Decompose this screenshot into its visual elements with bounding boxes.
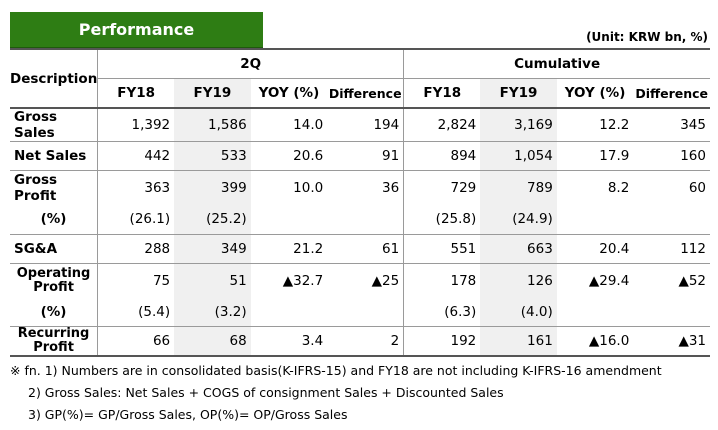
col-header: YOY (%) [250, 78, 328, 109]
cell: 363 [144, 179, 171, 196]
cell: 192 [403, 326, 481, 357]
cell [250, 297, 328, 327]
cell: 61 [327, 234, 405, 264]
footnotes: ※ fn. 1) Numbers are in consolidated bas… [10, 360, 662, 426]
cell: (24.9) [480, 204, 557, 235]
cell: 178 [450, 272, 477, 289]
footnote: 3) GP(%)= GP/Gross Sales, OP(%)= OP/Gros… [28, 407, 348, 422]
cell: 14.0 [250, 108, 328, 142]
cell: 126 [480, 263, 557, 298]
group-cumulative-header: Cumulative [403, 48, 710, 79]
cell: 2 [327, 326, 405, 357]
table-row: Gross Sales 1,392 1,586 14.0 194 2,824 3… [10, 108, 710, 142]
cell: 1,392 [97, 108, 175, 142]
cell: 51 [174, 263, 251, 298]
table-row: SG&A 288 349 21.2 61 551 663 20.4 112 [10, 234, 710, 264]
row-label: Net Sales [10, 141, 99, 171]
cell: 1,586 [174, 108, 251, 142]
cell: 68 [174, 326, 251, 357]
table-row: Recurring Profit 66 68 3.4 2 192 161 ▲16… [10, 326, 710, 357]
table-row: Operating Profit 75 51 ▲32.7 ▲25 178 126… [10, 263, 710, 298]
table-row: Net Sales 442 533 20.6 91 894 1,054 17.9… [10, 141, 710, 171]
cell: ▲25 [327, 263, 405, 298]
cell: (25.2) [174, 204, 251, 235]
performance-table: Description 2Q Cumulative FY18 FY19 YOY … [10, 48, 710, 357]
cell: ▲52 [678, 272, 706, 289]
cell: ▲16.0 [556, 326, 634, 357]
col-header: YOY (%) [556, 78, 634, 109]
cell: 10.0 [293, 179, 324, 196]
cell: 533 [174, 141, 251, 171]
cell: 399 [174, 170, 251, 205]
group-2q-header: 2Q [97, 48, 405, 79]
cell: 663 [480, 234, 557, 264]
cell [327, 297, 405, 327]
cell: 60 [688, 179, 706, 196]
page-title: Performance [10, 12, 263, 49]
footnote: ※ fn. 1) Numbers are in consolidated bas… [10, 363, 662, 378]
table-row: (%) (26.1) (25.2) (25.8) (24.9) [10, 204, 710, 235]
cell: (3.2) [174, 297, 251, 327]
cell: 442 [97, 141, 175, 171]
cell: 3.4 [250, 326, 328, 357]
col-header: Difference [633, 78, 710, 109]
cell: 66 [97, 326, 175, 357]
cell: 161 [480, 326, 557, 357]
cell: (4.0) [480, 297, 557, 327]
cell: (6.3) [403, 297, 481, 327]
row-label: (%) [10, 297, 99, 327]
cell: 1,054 [480, 141, 557, 171]
cell [633, 204, 710, 235]
cell: 20.6 [250, 141, 328, 171]
cell [327, 204, 405, 235]
unit-label: (Unit: KRW bn, %) [586, 30, 708, 44]
table-row: (%) (5.4) (3.2) (6.3) (4.0) [10, 297, 710, 327]
cell: 160 [633, 141, 710, 171]
cell [633, 297, 710, 327]
cell: 20.4 [556, 234, 634, 264]
cell: 21.2 [250, 234, 328, 264]
cell: 288 [97, 234, 175, 264]
cell: 349 [174, 234, 251, 264]
cell: 789 [480, 170, 557, 205]
col-header: FY19 [174, 78, 251, 109]
cell: 729 [450, 179, 477, 196]
cell: 3,169 [480, 108, 557, 142]
description-header: Description [10, 48, 99, 109]
cell: (25.8) [403, 204, 481, 235]
cell: ▲32.7 [282, 272, 324, 289]
cell [556, 204, 634, 235]
cell: 2,824 [403, 108, 481, 142]
cell: 75 [152, 272, 171, 289]
row-label: (%) [10, 204, 99, 235]
row-label: Gross Sales [10, 108, 99, 142]
cell [250, 204, 328, 235]
footnote: 2) Gross Sales: Net Sales + COGS of cons… [28, 385, 504, 400]
cell: ▲29.4 [588, 272, 630, 289]
col-header: Difference [327, 78, 405, 109]
cell [556, 297, 634, 327]
row-label: SG&A [10, 234, 99, 264]
cell: ▲31 [633, 326, 710, 357]
cell: 17.9 [556, 141, 634, 171]
row-label: Operating Profit [10, 263, 99, 298]
row-label: Recurring Profit [10, 326, 99, 357]
cell: (5.4) [97, 297, 175, 327]
cell: 112 [633, 234, 710, 264]
cell: 551 [403, 234, 481, 264]
col-header: FY19 [480, 78, 557, 109]
cell: 194 [327, 108, 405, 142]
col-header: FY18 [97, 78, 175, 109]
cell: 8.2 [607, 179, 630, 196]
cell: 12.2 [556, 108, 634, 142]
cell: 894 [403, 141, 481, 171]
cell: 91 [327, 141, 405, 171]
cell: (26.1) [97, 204, 175, 235]
cell: 345 [633, 108, 710, 142]
row-label: Gross Profit [10, 170, 99, 205]
col-header: FY18 [403, 78, 481, 109]
table-row: Gross Profit 363 399 10.0 36 729 789 8.2… [10, 170, 710, 205]
cell: 36 [327, 170, 405, 205]
